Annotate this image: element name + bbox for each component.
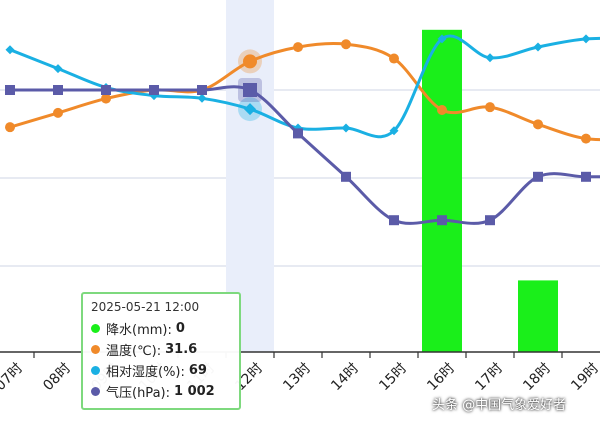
series-lines <box>5 34 600 226</box>
tooltip-row-humidity: 相对湿度(%): 69 <box>91 360 231 381</box>
temperature-point <box>293 42 303 53</box>
humidity-point <box>197 93 207 103</box>
tooltip-row-temp: 温度(℃): 31.6 <box>91 339 231 360</box>
tooltip-value: 31.6 <box>165 342 198 357</box>
pressure-point <box>437 215 447 226</box>
tooltip-label: 降水(mm): <box>106 323 172 338</box>
temperature-point <box>533 119 543 130</box>
pressure-point <box>5 85 15 95</box>
humidity-series <box>5 34 600 139</box>
temperature-point <box>437 105 447 116</box>
temperature-line <box>9 41 600 142</box>
humidity-point <box>244 103 256 116</box>
pressure-point <box>533 171 543 182</box>
temperature-point <box>341 39 351 50</box>
precip-dot <box>91 324 100 333</box>
tooltip-value: 1 002 <box>174 384 215 399</box>
pressure-point <box>53 85 63 95</box>
watermark: 头条 @中国气象爱好者 <box>432 398 567 413</box>
tooltip-value: 0 <box>175 321 185 336</box>
temperature-point <box>101 93 111 104</box>
pressure-point <box>197 85 207 95</box>
pressure-dot <box>91 387 100 396</box>
pressure-point <box>243 83 257 97</box>
precip-bar <box>422 29 462 353</box>
x-tick-label: 19时 <box>568 360 600 394</box>
precipitation-bars <box>422 29 558 353</box>
temperature-point <box>389 53 399 64</box>
x-tick-label: 08时 <box>40 360 74 394</box>
x-tick-label: 13时 <box>280 360 314 394</box>
x-tick-label: 07时 <box>0 360 26 394</box>
temperature-point <box>243 54 257 69</box>
tooltip-label: 相对湿度(%): <box>106 365 185 380</box>
temperature-series <box>5 39 600 144</box>
temperature-point <box>581 133 591 144</box>
pressure-point <box>581 171 591 182</box>
pressure-point <box>101 85 111 95</box>
x-tick-label: 14时 <box>328 360 362 394</box>
x-tick-label: 15时 <box>376 360 410 394</box>
tooltip-label: 气压(hPa): <box>106 386 170 401</box>
tooltip-label: 温度(℃): <box>106 344 162 359</box>
temperature-point <box>485 102 495 113</box>
x-tick-label: 17时 <box>472 360 506 394</box>
pressure-series <box>5 78 600 226</box>
pressure-point <box>149 85 159 95</box>
precip-bar <box>518 280 558 352</box>
pressure-point <box>293 128 303 139</box>
pressure-point <box>341 171 351 182</box>
tooltip: 2025-05-21 12:00 降水(mm): 0 温度(℃): 31.6 相… <box>81 292 241 410</box>
humidity-point <box>341 123 351 133</box>
humidity-point <box>5 45 15 55</box>
tooltip-datetime: 2025-05-21 12:00 <box>91 300 200 314</box>
humidity-dot <box>91 366 100 375</box>
temp-dot <box>91 345 100 354</box>
humidity-point <box>533 42 543 52</box>
tooltip-value: 69 <box>188 363 207 378</box>
temperature-point <box>5 122 15 133</box>
tooltip-row-pressure: 气压(hPa): 1 002 <box>91 381 231 402</box>
humidity-point <box>485 53 495 63</box>
tooltip-row-precip: 降水(mm): 0 <box>91 318 231 339</box>
x-tick-label: 16时 <box>424 360 458 394</box>
humidity-line <box>9 34 600 139</box>
pressure-line <box>10 85 600 225</box>
humidity-point <box>53 64 63 74</box>
temperature-point <box>53 107 63 118</box>
x-tick-label: 18时 <box>520 360 554 394</box>
humidity-point <box>581 34 591 44</box>
pressure-point <box>389 215 399 226</box>
pressure-point <box>485 215 495 226</box>
